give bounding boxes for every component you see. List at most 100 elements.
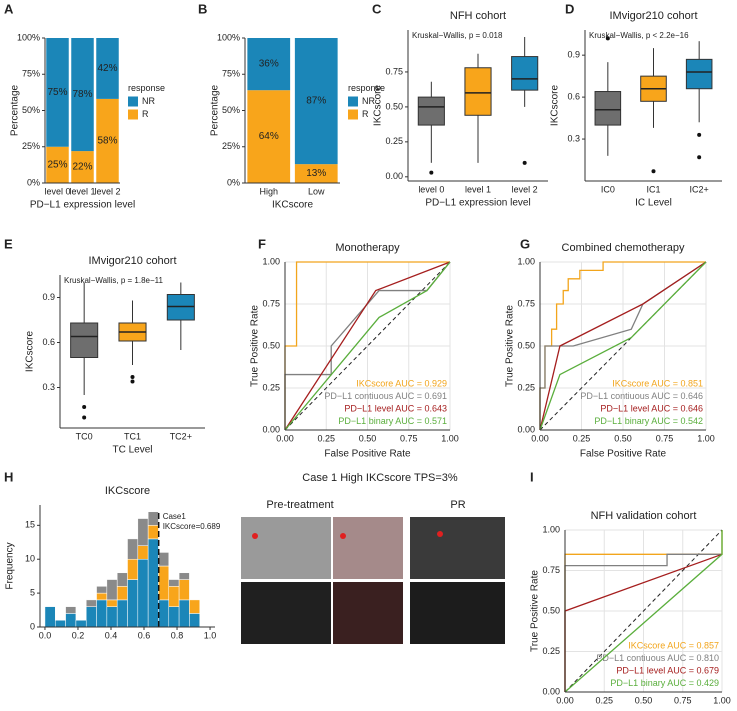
outlier — [82, 405, 87, 409]
hist-bar — [168, 606, 180, 628]
lesion-marker — [252, 533, 258, 539]
outlier — [697, 155, 702, 160]
bar-segment — [46, 146, 69, 183]
chart-title: IKCscore — [105, 485, 150, 497]
hist-bar — [85, 599, 97, 607]
legend-label: PD−L1 level AUC = 0.643 — [344, 403, 447, 413]
x-tick-label: 0.50 — [359, 433, 377, 443]
bar-segment — [71, 151, 94, 183]
y-tick-label: 25% — [222, 141, 240, 151]
bar-segment — [96, 38, 119, 99]
annotation: IKCscore=0.689 — [163, 522, 221, 531]
x-tick-label: level 2 — [94, 186, 120, 196]
y-tick-label: 0.25 — [385, 136, 403, 146]
legend-label: IKCscore AUC = 0.929 — [356, 378, 447, 388]
chart-title: NFH validation cohort — [591, 510, 697, 522]
y-tick-label: 0.00 — [385, 171, 403, 181]
hist-bar — [189, 613, 200, 628]
x-tick-label: 1.0 — [204, 630, 217, 640]
outlier — [130, 379, 135, 384]
hist-bar — [137, 545, 149, 560]
y-tick-label: 0.00 — [262, 424, 280, 434]
roc-curve — [539, 261, 707, 431]
hist-bar — [127, 558, 139, 580]
x-axis-title: IC Level — [635, 198, 672, 209]
hist-bar — [137, 518, 149, 546]
hist-bar — [85, 606, 97, 628]
x-tick-label: 0.6 — [138, 630, 151, 640]
legend-label: PD−L1 contiuous AUC = 0.691 — [324, 391, 447, 401]
chart-title: Monotherapy — [335, 242, 400, 254]
x-tick-label: 0.00 — [531, 433, 549, 443]
panel-label: D — [565, 1, 574, 16]
bar-segment — [71, 38, 94, 152]
y-tick-label: 0.00 — [542, 686, 560, 696]
panel-label: G — [520, 236, 530, 251]
legend-label: IKCscore AUC = 0.851 — [612, 378, 703, 388]
y-axis-title: IKCscore — [550, 85, 561, 127]
bar-segment — [294, 38, 338, 165]
value-label: 87% — [306, 96, 326, 107]
legend-swatch — [128, 109, 138, 120]
y-tick-label: 0.25 — [517, 382, 535, 392]
ct-image — [333, 582, 403, 644]
legend-label: PD−L1 level AUC = 0.679 — [616, 665, 719, 675]
reference-line — [564, 529, 723, 693]
legend-swatch — [128, 96, 138, 107]
hist-bar — [178, 599, 190, 628]
y-tick-label: 75% — [222, 69, 240, 79]
box — [464, 67, 492, 116]
panel-label: I — [530, 469, 534, 484]
hist-bar — [189, 599, 200, 614]
roc-curve — [539, 261, 707, 430]
y-tick-label: 0.6 — [567, 91, 580, 101]
image-label: PR — [450, 499, 465, 511]
y-tick-label: 50% — [222, 105, 240, 115]
case-images: Case 1 High IKCscore TPS=3% Pre-treatmen… — [241, 472, 505, 644]
y-tick-label: 25% — [22, 141, 40, 151]
y-tick-label: 0 — [30, 621, 35, 631]
x-axis-title: TC Level — [112, 445, 152, 456]
y-tick-label: 0.3 — [567, 133, 580, 143]
hist-bar — [96, 599, 108, 628]
y-tick-label: 10 — [25, 554, 35, 564]
hist-bar — [127, 579, 139, 628]
value-label: 78% — [72, 89, 92, 100]
hist-bar — [127, 538, 139, 560]
x-tick-label: 0.25 — [595, 695, 613, 705]
y-tick-label: 0.50 — [262, 340, 280, 350]
x-tick-label: 0.00 — [276, 433, 294, 443]
hist-bar — [55, 619, 66, 628]
panel-label: H — [4, 469, 13, 484]
y-axis-title: Percentage — [10, 84, 21, 136]
hist-bar — [158, 599, 170, 628]
y-tick-label: 0.75 — [262, 298, 280, 308]
x-axis-title: False Positive Rate — [324, 449, 411, 460]
x-tick-label: 0.75 — [674, 695, 692, 705]
hist-bar — [137, 558, 149, 628]
hist-bar — [65, 613, 77, 628]
y-tick-label: 1.00 — [517, 256, 535, 266]
chart-title: NFH cohort — [450, 10, 506, 22]
hist-bar — [116, 572, 128, 587]
y-tick-label: 0.00 — [517, 424, 535, 434]
y-tick-label: 5 — [30, 587, 35, 597]
bar-segment — [294, 164, 338, 183]
value-label: 13% — [306, 168, 326, 179]
y-tick-label: 0% — [227, 177, 240, 187]
y-tick-label: 100% — [217, 32, 240, 42]
value-label: 25% — [47, 160, 67, 171]
y-axis-title: True Positive Rate — [505, 305, 516, 387]
y-tick-label: 0.75 — [542, 565, 560, 575]
legend-title: response — [128, 83, 165, 93]
x-tick-label: TC0 — [76, 431, 93, 441]
chart-title: Combined chemotherapy — [562, 242, 685, 254]
hist-bar — [147, 511, 159, 526]
outlier — [82, 415, 87, 420]
x-tick-label: IC2+ — [690, 184, 709, 194]
hist-bar — [158, 552, 170, 567]
annotation: Kruskal−Wallis, p < 2.2e−16 — [589, 31, 689, 40]
legend-label: PD−L1 binary AUC = 0.542 — [594, 416, 703, 426]
y-tick-label: 1.00 — [262, 256, 280, 266]
x-tick-label: 0.50 — [614, 433, 632, 443]
